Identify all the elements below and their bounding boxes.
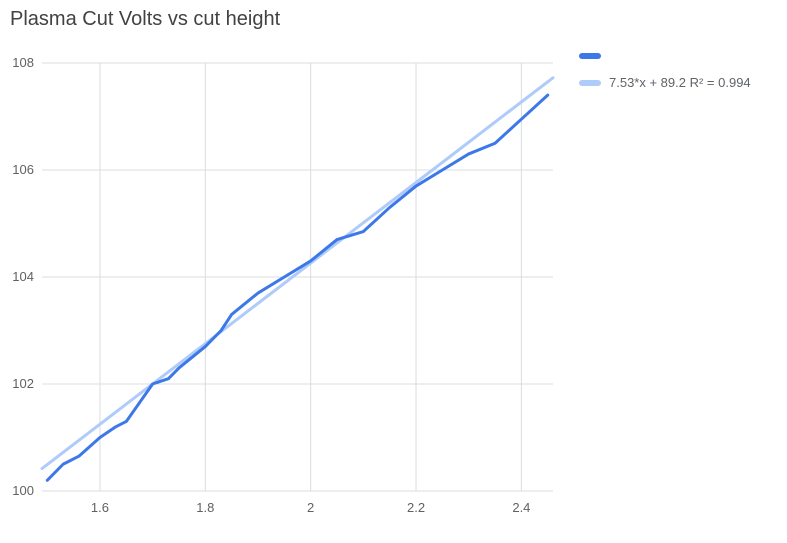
x-tick-label: 2.2 <box>407 500 425 515</box>
x-tick-label: 1.8 <box>196 500 214 515</box>
x-tick-label: 2.4 <box>512 500 530 515</box>
trendline <box>40 76 555 471</box>
chart-title: Plasma Cut Volts vs cut height <box>10 8 281 30</box>
y-tick-label: 106 <box>12 162 34 177</box>
y-tick-label: 102 <box>12 376 34 391</box>
legend: 7.53*x + 89.2 R² = 0.994 <box>579 53 751 89</box>
y-tick-label: 104 <box>12 269 34 284</box>
legend-item-trendline[interactable]: 7.53*x + 89.2 R² = 0.994 <box>579 76 751 89</box>
x-tick-label: 1.6 <box>91 500 109 515</box>
y-tick-label: 108 <box>12 55 34 70</box>
legend-item-series[interactable] <box>579 53 751 59</box>
y-tick-label: 100 <box>12 483 34 498</box>
trendline-equation: 7.53*x + 89.2 R² = 0.994 <box>609 75 751 90</box>
trendline-swatch <box>579 79 601 86</box>
series-swatch <box>579 53 601 59</box>
x-tick-label: 2 <box>307 500 314 515</box>
series-line <box>45 93 550 482</box>
